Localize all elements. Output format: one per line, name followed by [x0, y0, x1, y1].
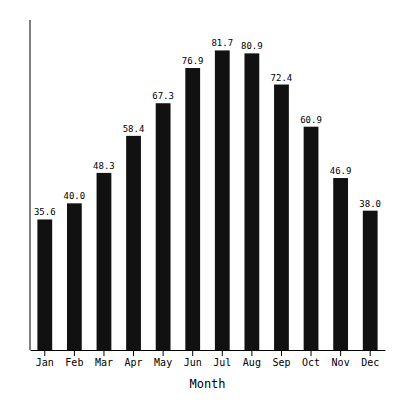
- x-tick-label: May: [154, 357, 172, 368]
- data-label: 35.6: [34, 207, 56, 217]
- x-tick: Jan: [36, 350, 54, 368]
- plot: Jan Feb Mar Apr May Jun Jul Aug Sep Oct Nov Dec 35.6…: [30, 20, 386, 368]
- bar: [274, 85, 289, 350]
- x-tick: Sep: [272, 350, 290, 368]
- bar: [97, 173, 112, 350]
- x-tick-mark: [192, 350, 193, 356]
- data-label: 60.9: [300, 115, 322, 125]
- x-tick-label: Nov: [332, 357, 350, 368]
- x-tick-mark: [311, 350, 312, 356]
- x-tick-mark: [133, 350, 134, 356]
- data-label: 81.7: [211, 38, 233, 48]
- x-tick-mark: [340, 350, 341, 356]
- x-tick-label: Sep: [272, 357, 290, 368]
- x-tick-label: Apr: [125, 357, 143, 368]
- x-tick-mark: [44, 350, 45, 356]
- x-tick: Aug: [243, 350, 261, 368]
- bars: [37, 50, 377, 350]
- bar: [304, 127, 319, 350]
- x-tick-label: Feb: [65, 357, 83, 368]
- data-label: 38.0: [359, 199, 381, 209]
- x-axis: Jan Feb Mar Apr May Jun Jul Aug Sep Oct Nov Dec: [31, 350, 386, 368]
- x-tick: Oct: [302, 350, 320, 368]
- x-tick-label: Jun: [184, 357, 202, 368]
- bar: [215, 50, 230, 350]
- x-axis-line: [31, 350, 386, 351]
- data-label: 58.4: [123, 124, 145, 134]
- x-tick-mark: [222, 350, 223, 356]
- data-labels: 35.6 40.0 48.3 58.4 67.3 76.9 81.7 80.9 72.4 60.9…: [34, 38, 381, 217]
- x-axis-title: Month: [189, 377, 225, 391]
- data-label: 48.3: [93, 161, 115, 171]
- x-tick-label: Jul: [213, 357, 231, 368]
- x-tick: May: [154, 350, 172, 368]
- x-tick-label: Dec: [361, 357, 379, 368]
- x-tick-mark: [74, 350, 75, 356]
- x-tick: Apr: [125, 350, 143, 368]
- x-tick-mark: [370, 350, 371, 356]
- bar: [244, 53, 259, 350]
- x-tick-label: Oct: [302, 357, 320, 368]
- x-tick: Dec: [361, 350, 379, 368]
- y-axis: [30, 20, 31, 350]
- x-tick-mark: [163, 350, 164, 356]
- bar: [363, 211, 378, 350]
- x-tick-mark: [103, 350, 104, 356]
- data-label: 40.0: [64, 191, 86, 201]
- bar: [126, 136, 141, 350]
- x-tick-mark: [281, 350, 282, 356]
- bar: [333, 178, 348, 350]
- x-tick-label: Jan: [36, 357, 54, 368]
- data-label: 72.4: [271, 73, 293, 83]
- bar: [156, 103, 171, 350]
- x-tick: Feb: [65, 350, 83, 368]
- x-tick-mark: [251, 350, 252, 356]
- data-label: 80.9: [241, 41, 263, 51]
- x-tick: Jun: [184, 350, 202, 368]
- chart: Jan Feb Mar Apr May Jun Jul Aug Sep Oct Nov Dec 35.6…: [0, 0, 400, 400]
- data-label: 46.9: [330, 166, 352, 176]
- bar: [67, 203, 82, 350]
- data-label: 76.9: [182, 56, 204, 66]
- x-tick: Mar: [95, 350, 113, 368]
- bar: [185, 68, 200, 350]
- x-tick-label: Mar: [95, 357, 113, 368]
- bar: [37, 219, 52, 350]
- x-tick-label: Aug: [243, 357, 261, 368]
- data-label: 67.3: [152, 91, 174, 101]
- x-tick: Nov: [332, 350, 350, 368]
- y-axis-line: [30, 20, 31, 350]
- x-tick: Jul: [213, 350, 231, 368]
